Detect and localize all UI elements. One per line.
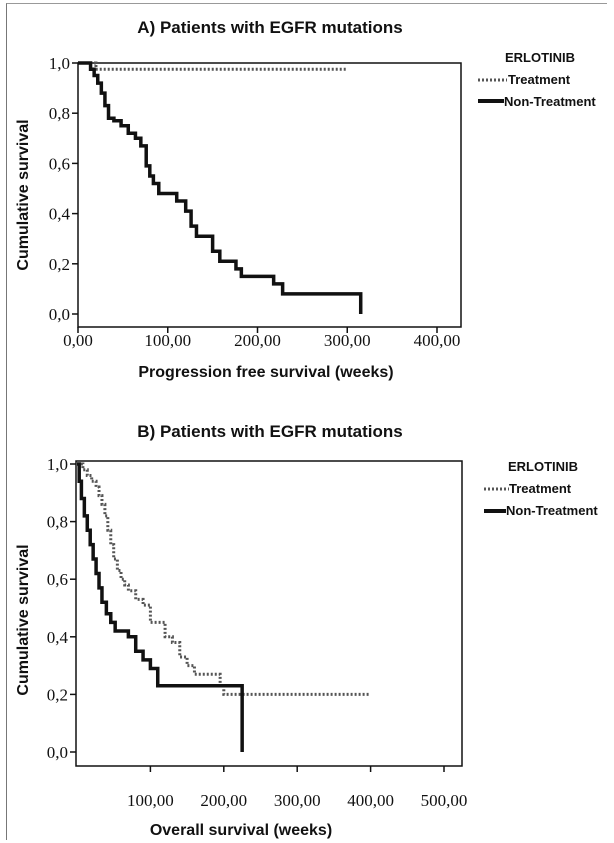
panel-a-x-tick-label: 300,00 [324, 331, 371, 350]
panel-a-y-ticks: 0,0 0,2 0,4 0,6 0,8 1,0 [49, 54, 78, 324]
panel-a-series-non-treatment-line [78, 61, 363, 314]
panel-b-x-tick-label: 400,00 [347, 791, 394, 810]
panel-b-x-tick-label: 200,00 [200, 791, 247, 810]
panel-a-x-tick-label: 100,00 [144, 331, 191, 350]
panel-b-x-tick-label: 500,00 [421, 791, 468, 810]
panel-a-legend-title: ERLOTINIB [505, 50, 575, 65]
panel-a-title: A) Patients with EGFR mutations [137, 18, 402, 37]
panel-a-y-tick-label: 0,4 [49, 205, 71, 224]
panel-a-legend-nontreatment-label: Non-Treatment [504, 94, 596, 109]
panel-b-y-tick-label: 0,2 [47, 685, 68, 704]
panel-b-plot-area [75, 460, 463, 767]
panel-b-series-treatment-line [77, 462, 371, 696]
panel-b-legend-title: ERLOTINIB [508, 459, 578, 474]
panel-b-legend-nontreatment-label: Non-Treatment [506, 503, 598, 518]
panel-a-x-tick-label: 400,00 [414, 331, 461, 350]
panel-b-legend: ERLOTINIB Treatment Non-Treatment [484, 459, 598, 518]
panel-b-series-non-treatment-line [77, 462, 244, 752]
panel-b-y-tick-label: 0,4 [47, 628, 69, 647]
panel-a: A) Patients with EGFR mutations 0,00,20,… [15, 18, 596, 381]
panel-b-y-ticks: 0,0 0,2 0,4 0,6 0,8 1,0 [47, 455, 76, 762]
panel-a-x-tick-label: 0,00 [63, 331, 93, 350]
panel-a-y-tick-label: 0,2 [49, 255, 70, 274]
panel-b-y-tick-label: 0,8 [47, 513, 68, 532]
panel-b-x-ticks: 100,00 200,00 300,00 400,00 500,00 [127, 766, 467, 810]
panel-b-x-tick-label: 100,00 [127, 791, 174, 810]
panel-a-y-tick-label: 0,6 [49, 154, 70, 173]
panel-b-x-tick-label: 300,00 [274, 791, 321, 810]
panel-a-legend-treatment-label: Treatment [508, 72, 571, 87]
panel-a-plot-area [77, 62, 462, 328]
panel-a-y-tick-label: 0,0 [49, 305, 70, 324]
panel-b-series [77, 462, 371, 752]
panel-a-series-treatment-line [78, 61, 348, 71]
panel-a-legend: ERLOTINIB Treatment Non-Treatment [478, 50, 596, 109]
panel-b-y-tick-label: 0,0 [47, 743, 68, 762]
panel-a-series [78, 61, 363, 314]
panel-b-title: B) Patients with EGFR mutations [137, 422, 402, 441]
panel-b-legend-treatment-label: Treatment [509, 481, 572, 496]
panel-b-y-label: Cumulative survival [15, 544, 32, 695]
panel-a-y-tick-label: 0,8 [49, 104, 70, 123]
panel-b-y-tick-label: 0,6 [47, 570, 68, 589]
panel-b: B) Patients with EGFR mutations 0,00,20,… [15, 422, 598, 839]
panel-b-x-label: Overall survival (weeks) [150, 822, 332, 839]
panel-b-y-tick-label: 1,0 [47, 455, 68, 474]
panel-a-x-tick-label: 200,00 [234, 331, 281, 350]
figure-frame [6, 3, 607, 840]
panel-a-x-label: Progression free survival (weeks) [138, 364, 393, 381]
panel-a-y-label: Cumulative survival [15, 119, 32, 270]
panel-a-y-tick-label: 1,0 [49, 54, 70, 73]
panel-a-x-ticks: 0,00 100,00 200,00 300,00 400,00 [63, 327, 460, 350]
